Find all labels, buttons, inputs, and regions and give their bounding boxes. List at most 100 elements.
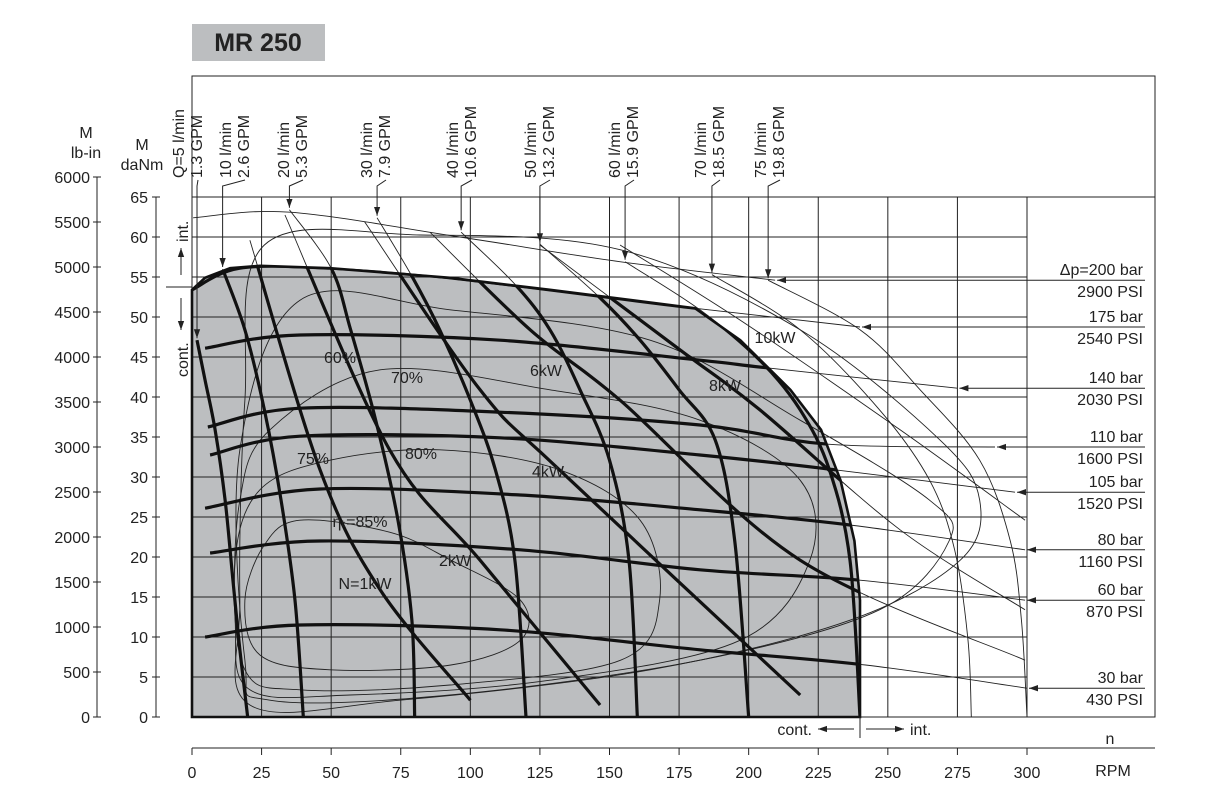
flow-label-gpm: 5.3 GPM [294, 115, 311, 178]
power-label: 6kW [530, 363, 563, 380]
flow-label-gpm: 7.9 GPM [377, 115, 394, 178]
y2-tick-label: 3500 [54, 395, 90, 412]
flow-label-gpm: 1.3 GPM [189, 115, 206, 178]
flow-label: 60 l/min [607, 122, 624, 178]
x-tick-label: 100 [457, 765, 484, 782]
int-label-bottom: int. [910, 722, 931, 739]
int-label: int. [175, 221, 192, 242]
y2-symbol: M [79, 125, 92, 142]
flow-arrow [286, 179, 304, 208]
x-tick-label: 175 [666, 765, 693, 782]
y-symbol: M [135, 137, 148, 154]
continuous-area [192, 265, 860, 717]
flow-label: 75 l/min [753, 122, 770, 178]
y-tick-label: 55 [130, 270, 148, 287]
x-tick-label: 75 [392, 765, 410, 782]
flow-label-gpm: 19.8 GPM [771, 106, 788, 178]
y-tick-label: 50 [130, 310, 148, 327]
pressure-label: 140 bar [1089, 370, 1144, 387]
power-line-cont [283, 265, 602, 707]
pressure-label-psi: 870 PSI [1086, 604, 1143, 621]
efficiency-contour [234, 228, 982, 713]
x-unit: RPM [1095, 763, 1131, 780]
flow-label-gpm: 13.2 GPM [541, 106, 558, 178]
pressure-label: 110 bar [1090, 429, 1144, 446]
flow-arrow [621, 179, 635, 260]
power-line [619, 244, 1026, 521]
pressure-label: Δp=200 bar [1060, 262, 1144, 279]
pressure-label-psi: 2900 PSI [1077, 284, 1143, 301]
power-line-cont [428, 265, 860, 662]
flow-label: 40 l/min [445, 122, 462, 178]
pressure-label-psi: 1600 PSI [1077, 451, 1143, 468]
flow-label: 20 l/min [276, 122, 293, 178]
y2-tick-label: 5000 [54, 260, 90, 277]
power-label: 10kW [755, 330, 797, 347]
flow-arrow [765, 179, 781, 279]
power-line-cont [538, 265, 860, 612]
pressure-label: 60 bar [1098, 582, 1144, 599]
flow-line-cont [375, 265, 528, 717]
y2-tick-label: 2500 [54, 485, 90, 502]
y2-tick-label: 1000 [54, 620, 90, 637]
pressure-label: 175 bar [1089, 309, 1144, 326]
x-tick-label: 25 [253, 765, 271, 782]
flow-line-cont [221, 268, 305, 717]
y2-tick-label: 5500 [54, 215, 90, 232]
x-tick-label: 0 [188, 765, 197, 782]
y2-tick-label: 3000 [54, 440, 90, 457]
flow-label-gpm: 18.5 GPM [711, 106, 728, 178]
y-tick-label: 45 [130, 350, 148, 367]
power-label: 4kW [532, 464, 565, 481]
cont-label-bottom: cont. [777, 722, 812, 739]
y-tick-label: 25 [130, 510, 148, 527]
flow-label: Q=5 l/min [171, 109, 188, 178]
efficiency-label: 70% [391, 370, 423, 387]
efficiency-contour [244, 519, 530, 671]
x-tick-label: 125 [527, 765, 554, 782]
y-tick-label: 30 [130, 470, 148, 487]
continuous-outline [190, 264, 862, 719]
efficiency-label: ηₜ=85% [333, 514, 388, 531]
flow-label: 70 l/min [693, 122, 710, 178]
power-label: N=1kW [339, 576, 393, 593]
y2-tick-label: 500 [63, 665, 90, 682]
pressure-label-psi: 1160 PSI [1078, 554, 1143, 571]
power-line-cont [363, 265, 802, 697]
pressure-line-cont [209, 433, 860, 494]
flow-label: 50 l/min [523, 122, 540, 178]
flow-arrow [219, 179, 246, 267]
pressure-line-cont [204, 623, 860, 690]
power-label: 8kW [709, 378, 742, 395]
flow-arrow [193, 179, 201, 339]
efficiency-contour [233, 449, 661, 692]
power-label: 2kW [439, 553, 472, 570]
x-tick-label: 50 [322, 765, 340, 782]
x-tick-label: 275 [944, 765, 971, 782]
y-tick-label: 35 [130, 430, 148, 447]
cont-label: cont. [175, 342, 192, 377]
y2-tick-label: 2000 [54, 530, 90, 547]
pressure-label-psi: 430 PSI [1086, 692, 1143, 709]
y-tick-label: 65 [130, 190, 148, 207]
title-box [192, 24, 325, 61]
x-tick-label: 300 [1014, 765, 1041, 782]
power-line-cont [248, 265, 472, 702]
pressure-line-cont [209, 539, 860, 602]
pressure-label-psi: 2540 PSI [1077, 331, 1143, 348]
pressure-label-psi: 2030 PSI [1077, 392, 1143, 409]
pressure-label-psi: 1520 PSI [1077, 496, 1143, 513]
y-tick-label: 5 [139, 670, 148, 687]
pressure-line [193, 211, 776, 281]
pressure-label: 30 bar [1098, 670, 1144, 687]
chart-title: MR 250 [214, 29, 302, 57]
flow-label-gpm: 10.6 GPM [463, 106, 480, 178]
y2-tick-label: 1500 [54, 575, 90, 592]
efficiency-label: 60% [324, 350, 356, 367]
y2-tick-label: 0 [81, 710, 90, 727]
x-tick-label: 250 [874, 765, 901, 782]
flow-arrow [708, 179, 721, 273]
y-tick-label: 0 [139, 710, 148, 727]
y-tick-label: 60 [130, 230, 148, 247]
